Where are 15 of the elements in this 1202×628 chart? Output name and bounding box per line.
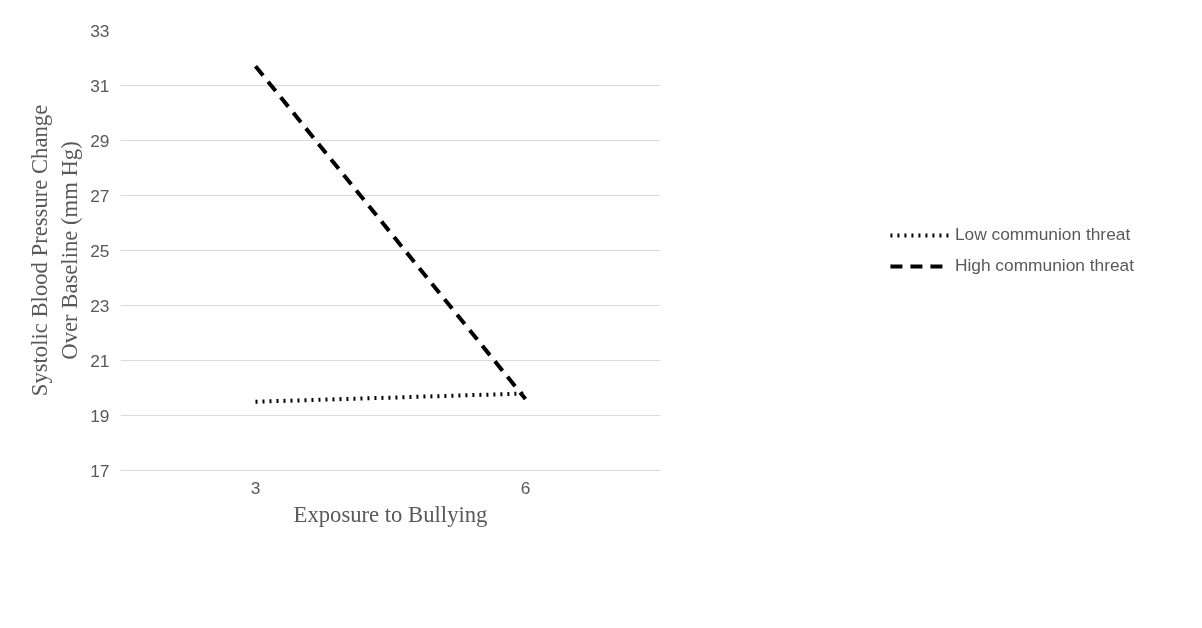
y-tick-label: 21 bbox=[90, 350, 110, 371]
legend-label: Low communion threat bbox=[954, 224, 1131, 245]
x-tick-label: 3 bbox=[250, 477, 261, 498]
legend-label: High communion threat bbox=[954, 255, 1135, 276]
y-tick-label: 33 bbox=[90, 20, 110, 41]
y-tick-label: 27 bbox=[90, 185, 110, 206]
y-tick-label: 17 bbox=[90, 460, 110, 481]
x-axis-title: Exposure to Bullying bbox=[293, 501, 488, 527]
y-tick-label: 29 bbox=[90, 130, 110, 151]
y-axis-title: Systolic Blood Pressure Change Over Baseline (mm Hg) bbox=[27, 104, 83, 397]
y-tick-label: 25 bbox=[90, 240, 110, 261]
y-tick-label: 23 bbox=[90, 295, 110, 316]
x-tick-label: 6 bbox=[520, 477, 531, 498]
y-tick-label: 31 bbox=[90, 75, 110, 96]
y-tick-label: 19 bbox=[90, 405, 110, 426]
